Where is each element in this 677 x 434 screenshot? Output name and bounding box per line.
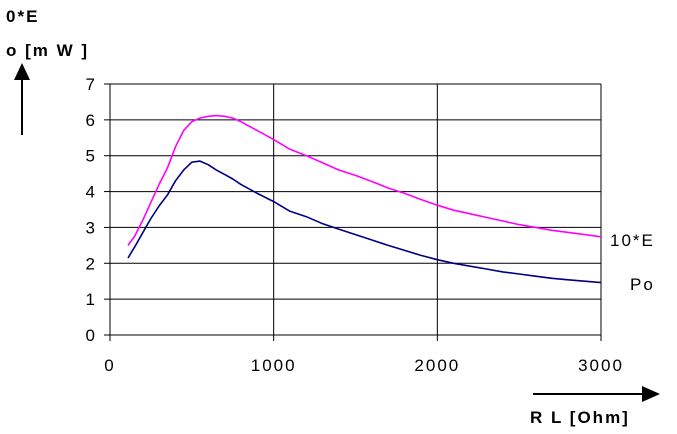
y-tick-label-7: 7 <box>86 75 97 94</box>
series-layer <box>127 114 602 284</box>
x-tick-label-0: 0 <box>104 356 115 375</box>
y-axis-title-line-1: 0*E <box>6 7 39 26</box>
y-axis-title-line-2: o [m W ] <box>6 41 89 60</box>
x-axis-title: R L [Ohm] <box>530 408 630 427</box>
y-tick-label-1: 1 <box>86 290 97 309</box>
series-label-10e: 10*E <box>610 231 655 250</box>
x-tick-label-3000: 3000 <box>578 356 624 375</box>
y-tick-label-5: 5 <box>86 147 97 166</box>
x-axis-arrow-icon <box>533 386 660 402</box>
series-line-1 <box>127 160 602 284</box>
x-tick-label-1000: 1000 <box>251 356 297 375</box>
x-tick-label-2000: 2000 <box>414 356 460 375</box>
y-tick-label-6: 6 <box>86 111 97 130</box>
chart-gridlines <box>110 83 602 335</box>
axis-layer <box>104 83 602 341</box>
tick-labels: 0 1 2 3 4 5 6 7 0 1000 2000 3000 <box>86 75 624 375</box>
y-tick-label-3: 3 <box>86 218 97 237</box>
y-tick-label-2: 2 <box>86 254 97 273</box>
series-label-po: Po <box>630 275 655 294</box>
y-tick-label-0: 0 <box>86 326 97 345</box>
y-axis-arrow-icon <box>14 63 30 135</box>
y-tick-label-4: 4 <box>86 183 97 202</box>
series-line-0 <box>127 114 602 246</box>
